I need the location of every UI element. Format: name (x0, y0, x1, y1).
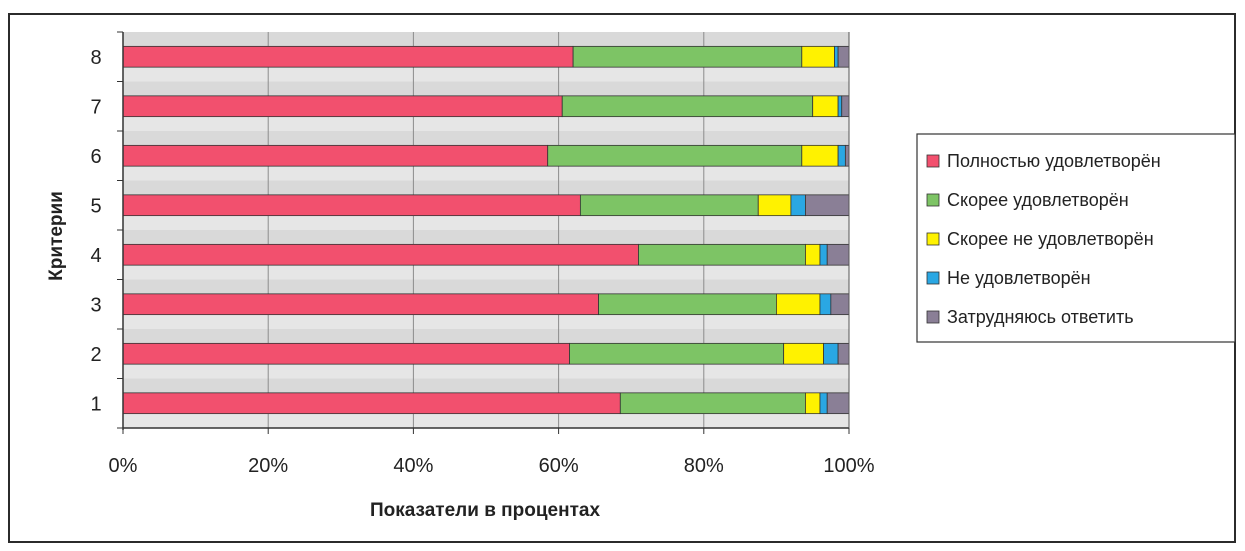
bar-segment (122, 95, 563, 118)
bar-segment (819, 293, 832, 316)
plot-area (123, 32, 849, 428)
bar-segment (572, 45, 803, 68)
bar-segment (801, 45, 835, 68)
y-tick-label: 7 (90, 96, 101, 118)
x-tick-label: 80% (684, 455, 724, 477)
bar-segment (783, 342, 824, 365)
legend-swatch (926, 310, 940, 324)
x-tick-label: 100% (823, 455, 874, 477)
bar-segment (569, 342, 785, 365)
axes (117, 31, 850, 434)
bar-segment (122, 243, 639, 266)
bar-segment (122, 392, 621, 415)
bar-segment (844, 144, 850, 167)
y-tick-label: 8 (90, 47, 101, 69)
x-tick-label: 40% (393, 455, 433, 477)
x-tick-labels: 0% 20% 40% 60% 80% 100% (109, 455, 875, 477)
x-tick-label: 60% (539, 455, 579, 477)
bar-segment (805, 392, 821, 415)
bar-segment (122, 342, 570, 365)
bar-segment (837, 45, 850, 68)
bar-segment (801, 144, 839, 167)
bar-segment (819, 243, 828, 266)
bar-segment (757, 194, 792, 217)
bar-segment (122, 194, 581, 217)
bar-segment (805, 194, 850, 217)
bar-segment (790, 194, 806, 217)
bar-segment (122, 293, 599, 316)
bar-segment (812, 95, 839, 118)
legend-swatch (926, 193, 940, 207)
bar-segment (638, 243, 806, 266)
legend-label: Затрудняюсь ответить (947, 307, 1134, 327)
bar-segment (837, 95, 843, 118)
bar-segment (826, 243, 850, 266)
y-tick-label: 4 (90, 245, 101, 267)
bar-segment (826, 392, 850, 415)
y-tick-label: 6 (90, 146, 101, 168)
y-tick-label: 2 (90, 344, 101, 366)
bar-segment (830, 293, 850, 316)
y-axis-label: Критерии (46, 191, 67, 281)
bar-segment (823, 342, 839, 365)
y-tick-label: 3 (90, 294, 101, 316)
legend-box (916, 133, 1236, 343)
y-tick-label: 5 (90, 195, 101, 217)
bar-segment (819, 392, 828, 415)
bar-segment (841, 95, 850, 118)
y-tick-label: 1 (90, 393, 101, 415)
legend-label: Скорее не удовлетворён (947, 229, 1154, 249)
legend-swatch (926, 154, 940, 168)
bars (122, 45, 850, 415)
bar-segment (122, 45, 574, 68)
x-tick-label: 20% (248, 455, 288, 477)
legend-swatch (926, 232, 940, 246)
bar-segment (579, 194, 759, 217)
bar-segment (834, 45, 839, 68)
bar-segment (561, 95, 814, 118)
bar-segment (619, 392, 806, 415)
legend-swatch (926, 271, 940, 285)
legend-label: Скорее удовлетворён (947, 190, 1129, 210)
y-tick-labels: 1 2 3 4 5 6 7 8 (90, 47, 101, 416)
bar-segment (547, 144, 803, 167)
legend: Полностью удовлетворён Скорее удовлетворё… (916, 133, 1236, 343)
x-axis-label: Показатели в процентах (370, 500, 600, 521)
legend-label: Полностью удовлетворён (947, 151, 1161, 171)
x-tick-label: 0% (109, 455, 138, 477)
bar-segment (837, 144, 846, 167)
bar-segment (837, 342, 850, 365)
bar-segment (122, 144, 549, 167)
legend-label: Не удовлетворён (947, 268, 1091, 288)
bar-segment (776, 293, 821, 316)
bar-segment (805, 243, 821, 266)
bar-segment (598, 293, 777, 316)
